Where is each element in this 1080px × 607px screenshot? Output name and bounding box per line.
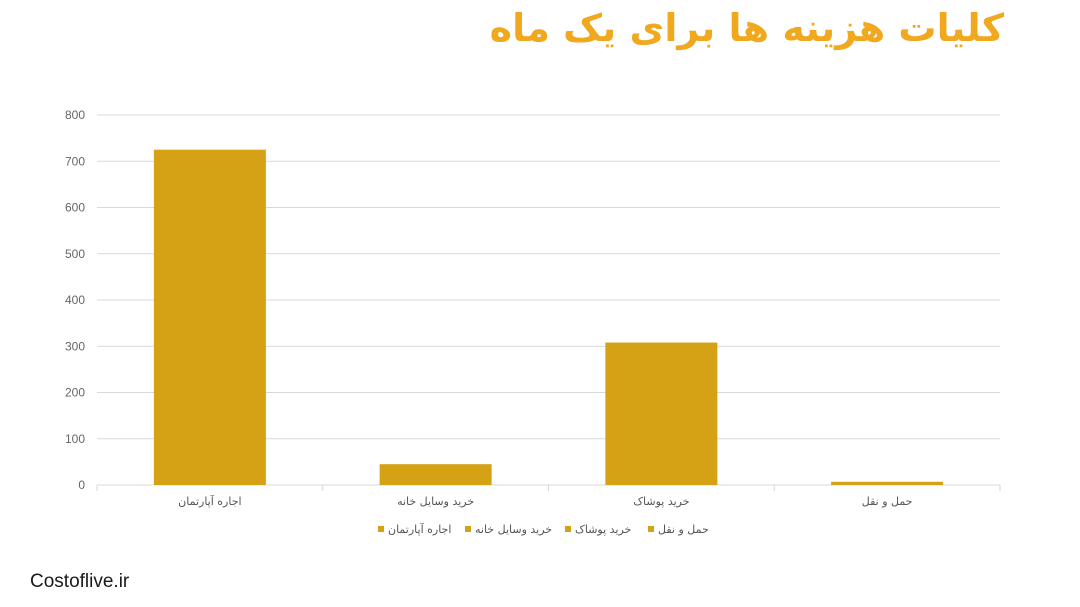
x-category-label: حمل و نقل — [862, 495, 913, 508]
legend: اجاره آپارتمان خرید وسایل خانه خرید پوشاک ح… — [378, 522, 709, 536]
x-category-label: خرید وسایل خانه — [397, 495, 474, 508]
chart-title: کلیات هزینه ها برای یک ماه — [489, 6, 1004, 50]
y-tick-label: 500 — [65, 247, 85, 261]
y-tick-label: 300 — [65, 339, 85, 353]
y-tick-label: 700 — [65, 154, 85, 168]
legend-label: خرید پوشاک — [575, 523, 631, 536]
y-tick-label: 600 — [65, 201, 85, 215]
legend-swatch — [465, 526, 471, 532]
y-tick-label: 800 — [65, 108, 85, 122]
x-axis-labels: اجاره آپارتمان خرید وسایل خانه خرید پوشاک ح… — [178, 494, 912, 508]
legend-label: خرید وسایل خانه — [475, 523, 552, 536]
bar — [605, 342, 718, 485]
y-tick-label: 400 — [65, 293, 85, 307]
x-category-label: خرید پوشاک — [633, 495, 689, 508]
y-tick-label: 0 — [78, 478, 85, 492]
y-tick-label: 100 — [65, 432, 85, 446]
y-axis-labels: 0 100 200 300 400 500 600 700 800 — [65, 108, 85, 492]
bar — [831, 481, 944, 485]
bar-chart: 0 100 200 300 400 500 600 700 800 اجاره آپارتمان… — [65, 108, 1001, 536]
legend-swatch — [378, 526, 384, 532]
legend-label: اجاره آپارتمان — [388, 522, 451, 536]
bars — [153, 149, 944, 485]
legend-label: حمل و نقل — [658, 523, 709, 536]
site-footer: Costoflive.ir — [30, 571, 130, 592]
bar — [153, 149, 266, 485]
y-tick-label: 200 — [65, 386, 85, 400]
x-category-label: اجاره آپارتمان — [178, 494, 241, 508]
legend-swatch — [565, 526, 571, 532]
bar — [379, 464, 492, 485]
legend-swatch — [648, 526, 654, 532]
